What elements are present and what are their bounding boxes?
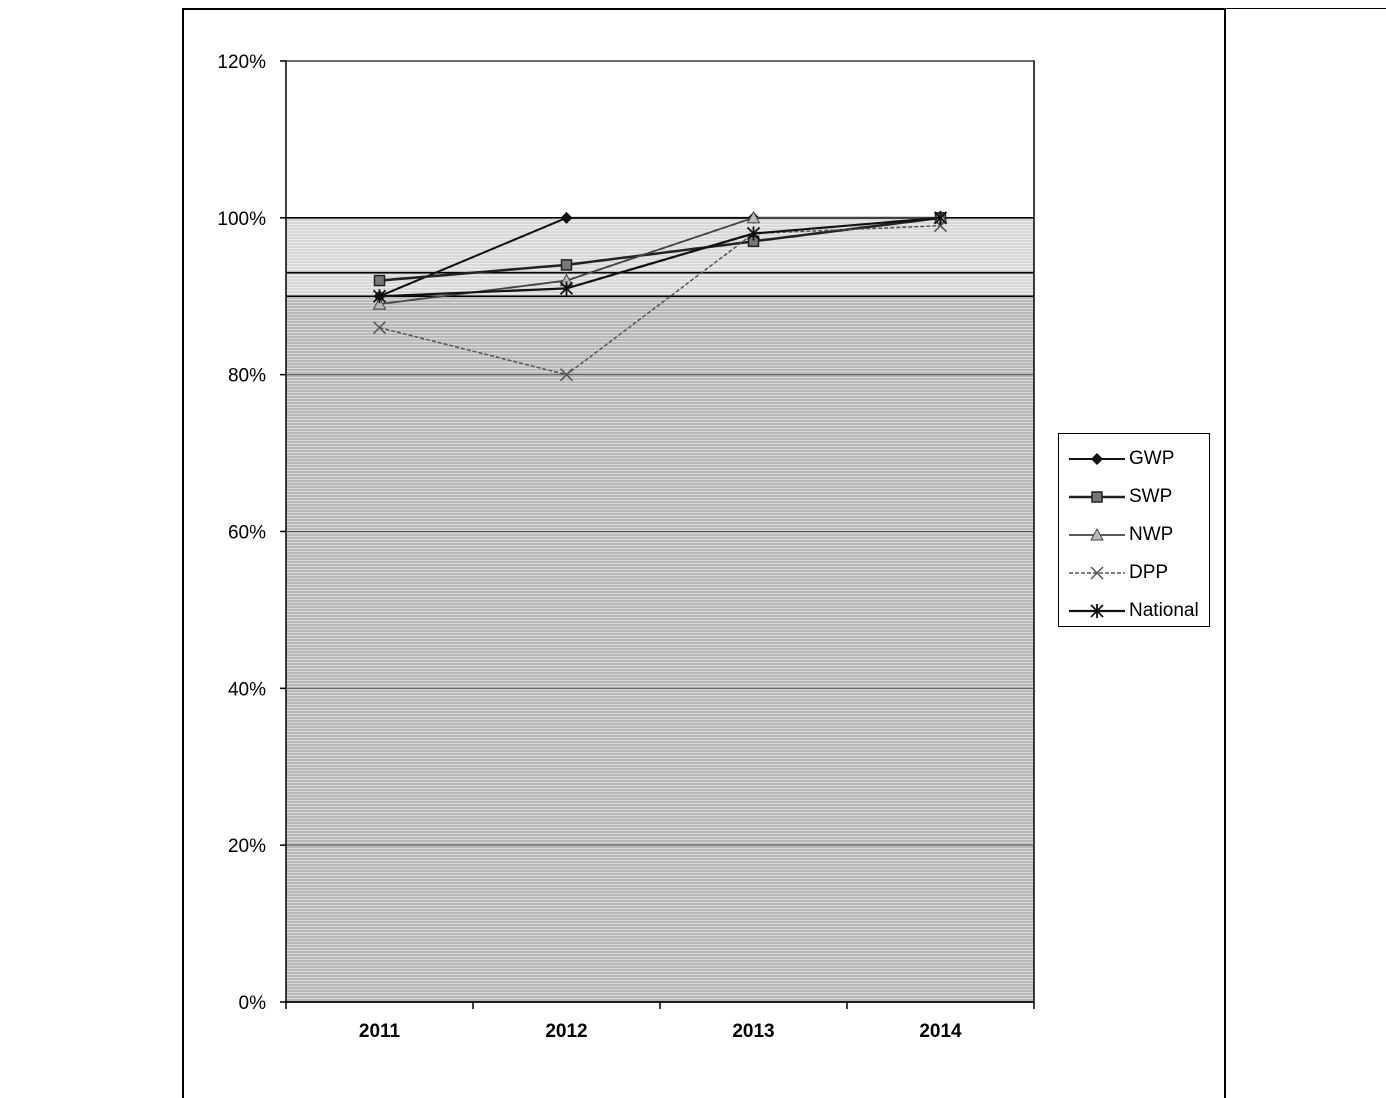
data-point-dpp-stroke: [559, 368, 574, 382]
legend-marker-national: [1090, 604, 1104, 618]
legend-item-nwp: NWP: [1059, 516, 1209, 554]
legend-label-gwp: GWP: [1129, 448, 1175, 469]
legend-label-dpp: DPP: [1129, 562, 1169, 583]
series-line-national: [379, 216, 941, 298]
data-point-swp: [373, 274, 386, 287]
y-tick-label: 40%: [228, 679, 266, 700]
data-point-nwp: [746, 210, 761, 224]
data-point-dpp: [372, 321, 387, 335]
legend-item-dpp: DPP: [1059, 554, 1209, 592]
series-national: [372, 210, 948, 304]
x-tick-label: 2013: [732, 1021, 774, 1042]
y-tick-label: 100%: [217, 209, 266, 230]
legend-swatch-swp: [1069, 491, 1125, 503]
x-tick-label: 2014: [919, 1021, 962, 1042]
y-tick-label: 0%: [239, 993, 267, 1014]
series-line-swp: [379, 216, 941, 282]
series-line-dpp: [379, 224, 941, 376]
x-tick-label: 2011: [359, 1021, 401, 1042]
y-tick-label: 120%: [217, 52, 266, 73]
data-point-swp: [560, 259, 573, 271]
legend-item-gwp: GWP: [1059, 440, 1209, 478]
y-tick-label: 60%: [228, 523, 266, 544]
legend-marker-nwp: [1090, 527, 1104, 541]
legend-item-national: National: [1059, 592, 1209, 630]
legend-swatch-national: [1069, 604, 1125, 618]
legend-swatch-gwp: [1069, 453, 1125, 465]
target-band: [286, 217, 1034, 297]
legend-swatch-nwp: [1069, 527, 1125, 541]
legend-label-nwp: NWP: [1129, 524, 1174, 545]
legend-marker-swp: [1091, 491, 1103, 503]
data-point-national: [559, 281, 574, 296]
y-tick-label: 80%: [228, 366, 266, 387]
data-point-national: [746, 226, 761, 241]
legend-marker-gwp: [1091, 453, 1103, 465]
data-point-nwp: [372, 297, 387, 310]
data-point-national: [372, 289, 387, 304]
x-tick-label: 2012: [545, 1021, 587, 1042]
legend-item-swp: SWP: [1059, 478, 1209, 516]
chart-legend: GWP SWP NWP DPP National: [1058, 433, 1210, 627]
page-frame: [182, 8, 1226, 1098]
data-point-dpp-stroke: [372, 321, 387, 335]
legend-swatch-dpp: [1069, 566, 1125, 580]
legend-marker-dpp: [1090, 566, 1104, 580]
plot-fill: [286, 296, 1034, 1002]
y-tick-label: 20%: [228, 836, 266, 857]
data-point-gwp: [560, 211, 573, 224]
legend-label-national: National: [1129, 600, 1199, 621]
data-point-national: [933, 210, 948, 225]
data-point-dpp: [559, 368, 574, 382]
legend-marker-dpp-stroke: [1090, 566, 1104, 580]
legend-label-swp: SWP: [1129, 486, 1173, 507]
